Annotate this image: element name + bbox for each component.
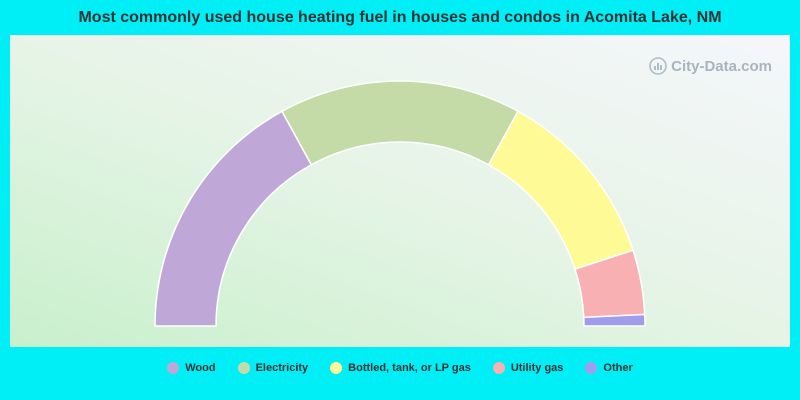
- slice-bottled-tank-or-lp-gas[interactable]: [487, 110, 634, 271]
- watermark: City-Data.com: [649, 57, 772, 75]
- legend-label: Other: [603, 362, 633, 374]
- legend-item[interactable]: Wood: [167, 362, 216, 374]
- slice-other[interactable]: [583, 313, 646, 327]
- slice-electricity[interactable]: [280, 80, 520, 166]
- legend-swatch: [237, 362, 250, 374]
- legend-swatch: [585, 362, 598, 374]
- legend-swatch: [167, 362, 180, 374]
- city-data-logo-icon: [649, 57, 667, 75]
- legend-item[interactable]: Bottled, tank, or LP gas: [330, 362, 471, 374]
- legend-item[interactable]: Utility gas: [492, 362, 564, 374]
- slice-wood[interactable]: [154, 110, 313, 327]
- legend-label: Electricity: [255, 362, 309, 374]
- legend-item[interactable]: Other: [585, 362, 633, 374]
- legend-swatch: [330, 362, 343, 374]
- chart-title: Most commonly used house heating fuel in…: [78, 9, 722, 26]
- legend-label: Bottled, tank, or LP gas: [348, 362, 471, 374]
- legend-label: Utility gas: [510, 362, 564, 374]
- legend: Wood Electricity Bottled, tank, or LP gas U…: [0, 362, 800, 374]
- watermark-text: City-Data.com: [671, 57, 772, 75]
- legend-label: Wood: [185, 362, 216, 374]
- legend-item[interactable]: Electricity: [237, 362, 309, 374]
- legend-swatch: [492, 362, 505, 374]
